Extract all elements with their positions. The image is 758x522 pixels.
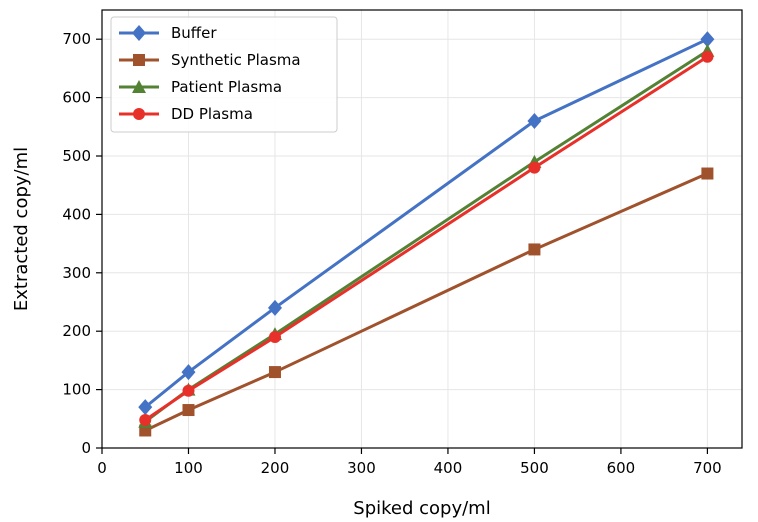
legend-label: DD Plasma <box>171 105 253 123</box>
x-tick-label: 100 <box>174 459 203 477</box>
legend-item-patient-plasma: Patient Plasma <box>119 78 282 96</box>
series-buffer <box>138 31 715 416</box>
data-point-synthetic-plasma <box>701 167 714 180</box>
legend-item-dd-plasma: DD Plasma <box>119 105 253 123</box>
legend-label: Buffer <box>171 24 217 42</box>
legend-marker <box>132 80 146 93</box>
data-point-dd-plasma <box>268 331 281 344</box>
legend-box <box>110 16 338 133</box>
axis-ticks: 0 100 200 300 400 500 600 700 0 100 200 300 400 500 60… <box>62 30 721 477</box>
legend-item-synthetic-plasma: Synthetic Plasma <box>119 51 301 69</box>
y-tick-label: 400 <box>62 205 91 223</box>
plot-frame <box>101 9 743 449</box>
legend: Buffer Synthetic Plasma Patient Plasma DD P… <box>110 16 338 133</box>
data-point-buffer <box>527 112 542 129</box>
data-point-buffer <box>700 31 715 48</box>
series-line-synthetic-plasma <box>143 172 709 432</box>
data-point-buffer <box>138 399 153 416</box>
data-point-synthetic-plasma <box>268 366 281 379</box>
y-tick-label: 200 <box>62 322 91 340</box>
data-point-dd-plasma <box>701 50 714 63</box>
data-point-dd-plasma <box>182 384 195 397</box>
y-axis-label: Extracted copy/ml <box>11 147 32 311</box>
data-point-buffer <box>267 299 282 316</box>
y-tick-label: 500 <box>62 147 91 165</box>
legend-marker <box>133 54 145 66</box>
legend-label: Synthetic Plasma <box>171 51 301 69</box>
y-tick-label: 600 <box>62 89 91 107</box>
x-tick-label: 700 <box>693 459 722 477</box>
x-tick-label: 600 <box>607 459 636 477</box>
x-axis-label: Spiked copy/ml <box>353 498 490 519</box>
x-tick-label: 300 <box>347 459 376 477</box>
y-tick-label: 0 <box>81 439 91 457</box>
x-tick-label: 200 <box>261 459 290 477</box>
grid <box>101 10 742 449</box>
x-tick-label: 0 <box>97 459 107 477</box>
series-dd-plasma <box>139 50 714 426</box>
legend-marker <box>132 25 146 41</box>
x-tick-label: 400 <box>434 459 463 477</box>
series-synthetic-plasma <box>139 167 714 437</box>
legend-item-buffer: Buffer <box>119 24 217 42</box>
data-point-synthetic-plasma <box>528 243 541 256</box>
legend-marker <box>133 108 145 120</box>
data-point-buffer <box>181 364 196 381</box>
x-tick-label: 500 <box>520 459 549 477</box>
data-point-synthetic-plasma <box>182 404 195 417</box>
series-layer <box>138 31 715 437</box>
data-point-dd-plasma <box>139 413 152 426</box>
y-tick-label: 700 <box>62 30 91 48</box>
legend-label: Patient Plasma <box>171 78 282 96</box>
y-tick-label: 300 <box>62 264 91 282</box>
data-point-dd-plasma <box>528 161 541 174</box>
y-tick-label: 100 <box>62 381 91 399</box>
